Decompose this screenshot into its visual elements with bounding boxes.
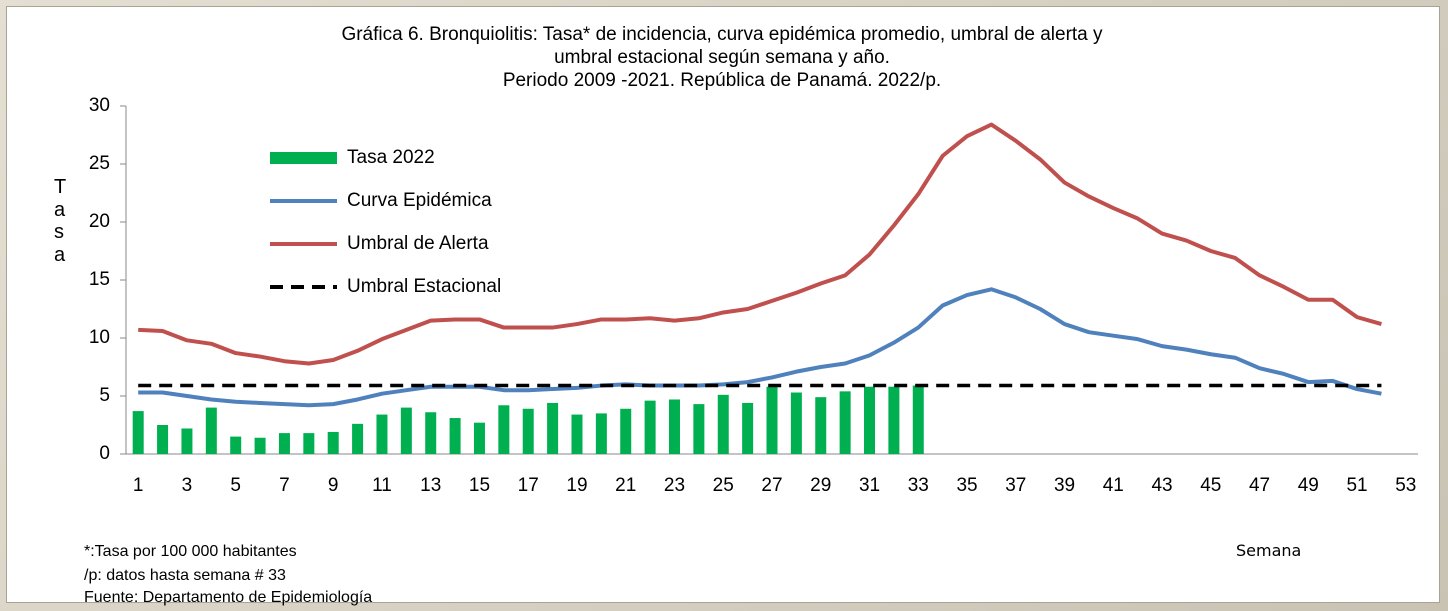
bar	[864, 386, 876, 454]
x-tick-label: 33	[908, 475, 929, 496]
chart-title: Periodo 2009 -2021. República de Panamá.…	[503, 70, 941, 91]
bar	[132, 411, 144, 454]
line	[138, 122, 1382, 366]
bar	[400, 407, 412, 454]
bar	[693, 404, 705, 454]
bar	[473, 422, 485, 454]
bar	[352, 423, 364, 454]
x-tick-label: 3	[182, 475, 193, 496]
x-tick-label: 7	[279, 475, 290, 496]
bar	[644, 400, 656, 454]
x-tick-label: 15	[469, 475, 490, 496]
y-tick-label: 0	[99, 443, 110, 464]
x-tick-label: 23	[664, 475, 685, 496]
y-tick-label: 5	[99, 385, 110, 406]
x-tick-label: 17	[518, 475, 539, 496]
legend-label: Curva Epidémica	[347, 190, 492, 211]
x-tick-label: 39	[1054, 475, 1075, 496]
bar	[157, 425, 169, 454]
footnote: Fuente: Departamento de Epidemiología	[84, 589, 373, 606]
x-tick-label: 35	[956, 475, 977, 496]
y-axis-label: Tasa	[54, 176, 67, 266]
x-tick-label: 29	[810, 475, 831, 496]
footnote: *:Tasa por 100 000 habitantes	[84, 543, 297, 560]
bar	[912, 385, 924, 454]
legend-swatch	[270, 152, 337, 164]
bar	[620, 408, 632, 454]
bar	[571, 414, 583, 454]
bar	[547, 402, 559, 454]
bar	[449, 418, 461, 454]
x-axis-label: Semana	[1236, 541, 1302, 560]
bar	[522, 408, 534, 454]
bar	[790, 392, 802, 454]
bar	[425, 412, 437, 454]
bar	[717, 394, 729, 454]
x-tick-label: 27	[761, 475, 782, 496]
chart-frame	[6, 6, 1440, 603]
bar	[303, 433, 315, 454]
bar	[376, 414, 388, 454]
bar	[254, 437, 266, 454]
x-tick-label: 21	[615, 475, 636, 496]
bar	[181, 428, 193, 454]
footnote: /p: datos hasta semana # 33	[84, 567, 286, 584]
x-tick-label: 5	[230, 475, 241, 496]
y-tick-label: 15	[89, 269, 110, 290]
bar	[205, 407, 217, 454]
y-tick-label: 20	[89, 211, 110, 232]
x-tick-label: 41	[1103, 475, 1124, 496]
bar	[888, 386, 900, 454]
x-tick-label: 45	[1200, 475, 1221, 496]
chart-title: umbral estacional según semana y año.	[554, 47, 890, 68]
bar	[766, 386, 778, 454]
x-tick-label: 43	[1151, 475, 1172, 496]
bar	[230, 436, 242, 454]
bar	[815, 397, 827, 454]
legend-label: Umbral de Alerta	[347, 233, 489, 254]
x-tick-label: 51	[1346, 475, 1367, 496]
bar	[839, 391, 851, 454]
bar	[278, 433, 290, 454]
bar	[595, 413, 607, 454]
y-tick-label: 25	[89, 153, 110, 174]
x-tick-label: 37	[1005, 475, 1026, 496]
bar	[668, 399, 680, 454]
legend-label: Tasa 2022	[347, 147, 435, 168]
bar	[498, 405, 510, 454]
x-tick-label: 53	[1395, 475, 1416, 496]
bar	[742, 402, 754, 454]
x-tick-label: 1	[133, 475, 144, 496]
y-tick-label: 10	[89, 327, 110, 348]
legend-label: Umbral Estacional	[347, 276, 501, 297]
x-tick-label: 25	[713, 475, 734, 496]
x-tick-label: 31	[859, 475, 880, 496]
chart-title: Gráfica 6. Bronquiolitis: Tasa* de incid…	[341, 24, 1103, 45]
x-tick-label: 11	[372, 475, 392, 496]
x-tick-label: 13	[420, 475, 441, 496]
x-tick-label: 9	[328, 475, 339, 496]
x-tick-label: 49	[1298, 475, 1319, 496]
bar	[327, 431, 339, 454]
x-tick-label: 19	[566, 475, 587, 496]
x-tick-label: 47	[1249, 475, 1270, 496]
line	[138, 287, 1382, 408]
y-tick-label: 30	[89, 95, 110, 116]
